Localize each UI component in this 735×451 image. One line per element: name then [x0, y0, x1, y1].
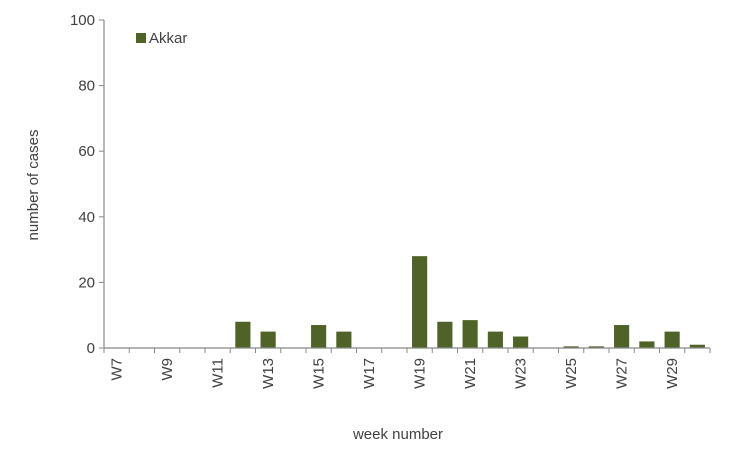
bar-w15 [311, 325, 327, 348]
bar-w20 [437, 321, 453, 348]
legend: Akkar [136, 30, 187, 47]
x-tick-label: W11 [210, 358, 227, 388]
x-tick-label: W19 [412, 358, 429, 389]
x-tick-label: W17 [361, 358, 378, 389]
bar-w28 [639, 341, 655, 348]
bar-w21 [462, 320, 478, 348]
bar-w25 [563, 346, 579, 348]
y-tick-label: 20 [78, 274, 95, 291]
bar-w19 [412, 256, 428, 348]
bar-w27 [614, 325, 630, 348]
legend-swatch-akkar [136, 33, 146, 43]
bars-group [235, 256, 705, 348]
bar-w30 [689, 344, 705, 348]
x-axis-title: week number [352, 426, 443, 443]
bar-w16 [336, 331, 352, 348]
x-tick-label: W23 [513, 358, 530, 389]
y-tick-label: 100 [70, 12, 95, 29]
bar-w22 [487, 331, 503, 348]
x-tick-label: W13 [260, 358, 277, 389]
y-tick-label: 0 [87, 340, 95, 357]
bar-w12 [235, 321, 251, 348]
bar-w13 [260, 331, 276, 348]
x-tick-label: W9 [159, 358, 176, 381]
axes-group: 0 20 40 60 80 100 W7 W9 W11 W13 W15 W17 W19 W21 W23 W25… [70, 12, 711, 389]
bar-w26 [588, 346, 604, 348]
y-tick-label: 40 [78, 209, 95, 226]
legend-label-akkar: Akkar [149, 30, 187, 47]
bar-w23 [513, 336, 529, 348]
x-tick-label: W29 [664, 358, 681, 389]
x-tick-label: W27 [614, 358, 631, 389]
x-tick-label: W7 [109, 358, 126, 381]
x-tick-label: W21 [462, 358, 479, 389]
y-tick-label: 60 [78, 143, 95, 160]
bar-w29 [664, 331, 680, 348]
x-tick-label: W15 [311, 358, 328, 389]
x-tick-label: W25 [563, 358, 580, 389]
y-axis-title: number of cases [25, 130, 42, 241]
y-tick-label: 80 [78, 78, 95, 95]
